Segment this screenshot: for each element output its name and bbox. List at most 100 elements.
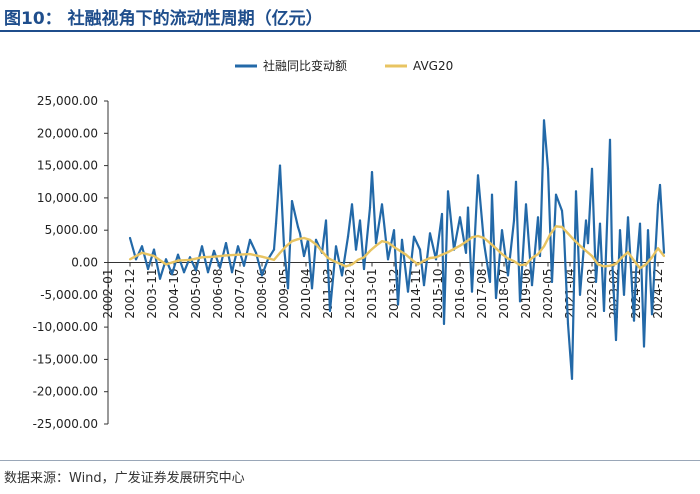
data-point: [518, 300, 522, 303]
data-point: [488, 242, 492, 245]
data-point: [554, 225, 558, 228]
data-point: [542, 245, 546, 248]
data-point: [284, 245, 288, 248]
data-point: [542, 119, 546, 122]
data-point: [578, 244, 582, 247]
data-point: [548, 233, 552, 236]
data-point: [488, 280, 492, 283]
data-point: [358, 219, 362, 222]
data-point: [302, 254, 306, 258]
data-point: [344, 265, 348, 268]
y-tick-label: 20,000.00: [37, 126, 98, 140]
data-point: [566, 322, 570, 325]
data-point: [404, 253, 408, 256]
data-point: [302, 236, 306, 240]
data-point: [272, 258, 276, 261]
data-point: [254, 251, 258, 254]
data-point: [446, 251, 450, 254]
data-point: [512, 219, 516, 222]
data-point: [470, 290, 474, 293]
data-point: [218, 266, 222, 269]
y-tick-label: -20,000.00: [33, 385, 98, 399]
data-point: [476, 174, 480, 177]
x-tick-label: 2002-01: [101, 269, 115, 319]
data-point: [368, 249, 372, 252]
data-point: [274, 222, 278, 225]
data-point: [236, 245, 240, 248]
y-tick-label: 15,000.00: [37, 159, 98, 173]
data-point: [396, 303, 400, 306]
data-point: [194, 269, 198, 272]
data-point: [470, 236, 474, 239]
data-point: [570, 377, 574, 380]
data-point: [658, 183, 662, 187]
data-point: [458, 216, 462, 219]
data-point: [260, 274, 264, 277]
data-point: [638, 267, 642, 270]
data-point: [296, 225, 300, 229]
data-point: [242, 264, 246, 267]
data-point: [248, 253, 252, 256]
data-point: [530, 256, 534, 260]
legend-label: 社融同比变动额: [263, 58, 347, 73]
data-point: [578, 293, 582, 296]
data-point: [490, 193, 494, 196]
data-point: [608, 264, 612, 267]
data-point: [200, 256, 204, 259]
x-tick-label: 2008-06: [255, 269, 269, 319]
data-point: [386, 258, 390, 261]
y-tick-label: 5,000.00: [45, 223, 98, 237]
x-tick-label: 2013-01: [365, 269, 379, 319]
data-point: [626, 216, 630, 219]
x-tick-label: 2019-06: [519, 269, 533, 319]
series-line: [129, 225, 665, 270]
data-point: [518, 264, 522, 267]
data-point: [560, 225, 564, 229]
data-point: [158, 277, 162, 280]
data-point: [590, 167, 594, 170]
data-point: [374, 244, 378, 247]
data-point: [410, 258, 414, 261]
data-point: [560, 209, 564, 212]
data-point: [494, 296, 498, 300]
x-tick-label: 2018-07: [497, 269, 511, 319]
data-point: [428, 232, 432, 235]
data-point: [656, 247, 660, 250]
data-point: [506, 274, 510, 277]
data-point: [350, 203, 354, 206]
x-tick-label: 2002-12: [123, 269, 137, 319]
data-point: [618, 229, 622, 232]
page-title: 图10： 社融视角下的流动性周期（亿元）: [4, 9, 323, 29]
data-point: [212, 255, 216, 258]
data-point: [386, 241, 390, 244]
data-point: [370, 171, 374, 174]
data-point: [598, 222, 602, 225]
data-point: [530, 284, 534, 287]
data-point: [572, 238, 576, 241]
data-point: [464, 240, 468, 243]
data-point: [272, 248, 276, 251]
data-point: [566, 232, 570, 235]
data-point: [324, 219, 328, 222]
data-point: [594, 280, 598, 283]
data-point: [440, 212, 444, 216]
data-point: [586, 242, 590, 245]
data-point: [466, 206, 470, 209]
data-point: [224, 254, 228, 257]
data-point: [176, 259, 180, 262]
data-point: [650, 256, 654, 259]
y-tick-label: -10,000.00: [33, 320, 98, 334]
title-divider: [0, 30, 700, 32]
data-point: [248, 238, 252, 241]
data-point: [152, 248, 156, 251]
data-point: [400, 238, 404, 241]
data-point: [164, 263, 168, 266]
data-point: [500, 253, 504, 256]
data-point: [398, 249, 402, 252]
data-point: [380, 203, 384, 206]
data-point: [656, 203, 660, 206]
data-point: [536, 253, 540, 256]
data-point: [434, 256, 438, 259]
data-point: [334, 245, 338, 248]
data-point: [290, 200, 294, 203]
